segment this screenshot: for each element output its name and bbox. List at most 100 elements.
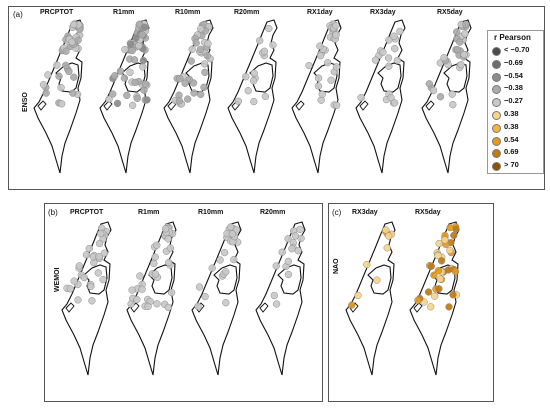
west-bank-outline <box>367 264 392 295</box>
station-point <box>457 61 465 69</box>
legend-swatch <box>492 59 501 69</box>
panel-b-label: (b) <box>48 208 58 217</box>
station-point <box>135 42 143 50</box>
station-point <box>184 95 192 103</box>
panel-a-label: (a) <box>13 10 23 19</box>
west-bank-outline <box>55 62 80 93</box>
country-outline <box>345 221 396 376</box>
station-point <box>66 285 74 293</box>
station-point <box>385 62 393 70</box>
station-point <box>58 100 66 108</box>
station-point <box>357 93 365 102</box>
map-title-a-5: RX3day <box>370 9 396 16</box>
station-point <box>314 82 323 90</box>
station-point <box>197 90 205 99</box>
station-point <box>194 302 202 310</box>
station-point <box>187 57 195 65</box>
station-point <box>332 101 341 109</box>
row-label-nao: NAO <box>333 258 340 274</box>
map-b-r1mm <box>126 221 177 376</box>
station-point <box>228 230 237 238</box>
legend-swatch <box>492 149 501 159</box>
station-point <box>384 54 393 62</box>
country-outline <box>355 19 406 174</box>
station-point <box>126 40 135 48</box>
station-point <box>278 248 286 256</box>
station-point <box>445 303 453 311</box>
station-point <box>373 276 381 284</box>
map-a-rx3day <box>355 19 406 174</box>
station-point <box>265 24 273 33</box>
station-point <box>390 32 398 40</box>
station-point <box>284 257 292 266</box>
station-point <box>436 93 445 101</box>
map-title-a-3: R20mm <box>234 9 260 16</box>
legend-swatch <box>492 98 501 108</box>
legend-label: > 70 <box>504 160 519 170</box>
station-point <box>383 244 391 252</box>
legend-item: −0.54 <box>492 71 544 82</box>
station-point <box>385 232 393 240</box>
station-point <box>387 94 395 102</box>
gaza-outline <box>413 302 423 313</box>
map-title-b-2: R10mm <box>198 209 224 216</box>
station-point <box>85 244 93 253</box>
station-point <box>427 303 435 311</box>
station-point <box>57 83 65 92</box>
station-point <box>109 90 117 98</box>
station-point <box>250 69 258 77</box>
station-point <box>74 296 82 304</box>
station-point <box>230 255 238 264</box>
station-point <box>128 101 137 110</box>
station-point <box>133 295 141 304</box>
station-point <box>393 56 402 65</box>
map-title-a-1: R1mm <box>113 9 135 16</box>
legend-item: 0.38 <box>492 122 544 133</box>
station-point <box>348 301 356 309</box>
map-a-rx5day <box>421 19 472 174</box>
station-point <box>136 272 144 280</box>
station-point <box>95 253 103 261</box>
map-title-a-6: RX5day <box>437 9 463 16</box>
station-point <box>379 48 387 56</box>
station-point <box>123 91 131 100</box>
station-point <box>234 97 243 105</box>
station-point <box>201 292 209 301</box>
station-point <box>427 262 435 270</box>
legend-label: −0.27 <box>504 96 523 106</box>
station-point <box>161 225 170 233</box>
station-point <box>208 264 216 272</box>
station-point <box>327 76 335 84</box>
station-point <box>204 40 212 48</box>
legend-swatch <box>492 47 501 56</box>
map-b-prcptot <box>61 221 112 376</box>
station-point <box>94 269 102 277</box>
station-point <box>396 27 404 36</box>
station-point <box>437 257 446 265</box>
station-point <box>460 50 468 59</box>
map-title-a-0: PRCPTOT <box>40 9 74 16</box>
station-point <box>165 258 173 267</box>
map-b-r20mm <box>255 221 306 376</box>
country-outline <box>255 221 306 376</box>
map-b-r10mm <box>191 221 242 376</box>
station-point <box>88 297 96 305</box>
west-bank-outline <box>277 264 302 295</box>
station-point <box>242 73 250 81</box>
station-point <box>139 63 147 71</box>
station-point <box>250 97 258 106</box>
station-point <box>175 97 184 105</box>
station-point <box>44 71 52 79</box>
station-point <box>448 90 456 98</box>
station-point <box>441 236 449 244</box>
station-point <box>62 61 70 69</box>
legend-swatch <box>492 72 501 82</box>
station-point <box>382 226 390 234</box>
station-point <box>354 291 362 300</box>
station-point <box>164 235 172 243</box>
station-point <box>434 267 443 275</box>
station-point <box>153 241 161 249</box>
station-point <box>133 94 141 103</box>
station-point <box>39 81 48 89</box>
station-point <box>55 72 63 80</box>
